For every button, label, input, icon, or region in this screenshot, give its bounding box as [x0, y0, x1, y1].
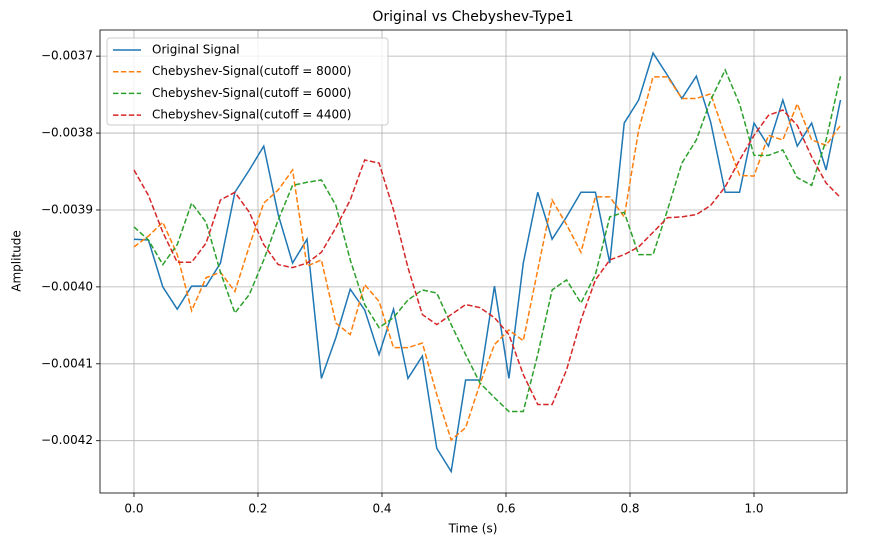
legend-label: Chebyshev-Signal(cutoff = 4400)	[152, 108, 351, 122]
series-line	[133, 51, 842, 474]
legend: Original Signal Chebyshev-Signal(cutoff =…	[106, 37, 389, 126]
legend-label: Original Signal	[152, 43, 240, 57]
x-tick-label: 0.2	[248, 502, 267, 516]
y-tick-label: −0.0042	[41, 433, 93, 447]
y-tick-label: −0.0038	[41, 126, 93, 140]
y-axis-label: Amplitude	[10, 230, 24, 292]
x-tick-label: 1.0	[744, 502, 763, 516]
y-tick-label: −0.0039	[41, 202, 93, 216]
x-tick-label: 0.6	[496, 502, 515, 516]
y-tick-label: −0.0041	[41, 356, 93, 370]
legend-label: Chebyshev-Signal(cutoff = 6000)	[152, 86, 351, 100]
x-tick-label: 0.4	[372, 502, 391, 516]
series-line	[133, 109, 842, 406]
series-line	[133, 68, 842, 413]
y-tick-label: −0.0040	[41, 279, 93, 293]
chart-title: Original vs Chebyshev-Type1	[372, 9, 573, 25]
plot-frame	[99, 29, 848, 494]
legend-label: Chebyshev-Signal(cutoff = 8000)	[152, 64, 351, 78]
x-axis-label: Time (s)	[448, 522, 498, 536]
series-line	[133, 76, 842, 442]
legend-box	[106, 37, 389, 126]
x-tick-label: 0.8	[620, 502, 639, 516]
x-tick-label: 0.0	[124, 502, 143, 516]
y-tick-label: −0.0037	[41, 49, 93, 63]
